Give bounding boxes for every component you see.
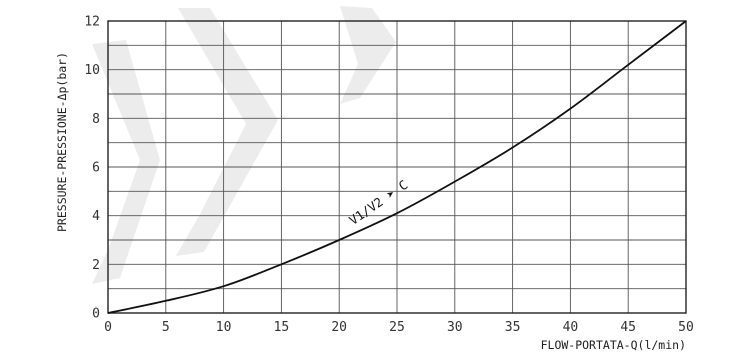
y-tick-label: 8 (92, 112, 100, 127)
series-label: V1/V2 ➤ C (346, 177, 410, 228)
x-tick-label: 50 (678, 320, 694, 335)
y-axis-label: PRESSURE-PRESSIONE-Δp(bar) (55, 52, 69, 232)
x-tick-label: 15 (274, 320, 290, 335)
y-tick-label: 10 (84, 63, 100, 78)
x-tick-label: 10 (216, 320, 232, 335)
x-tick-label: 40 (563, 320, 579, 335)
y-tick-label: 0 (92, 307, 100, 322)
x-tick-label: 35 (505, 320, 521, 335)
x-tick-label: 0 (104, 320, 112, 335)
x-tick-label: 30 (447, 320, 463, 335)
grid-lines (107, 20, 687, 314)
x-tick-label: 5 (162, 320, 170, 335)
y-tick-label: 2 (92, 258, 100, 273)
x-axis-label: FLOW-PORTATA-Q(l/min) (541, 338, 686, 352)
y-tick-label: 6 (92, 161, 100, 176)
x-tick-label: 20 (331, 320, 347, 335)
watermark-arrow (92, 6, 396, 284)
series-line-v1-v2-c (107, 20, 687, 314)
y-tick-labels: 0 2 4 6 8 10 12 (84, 15, 100, 322)
x-tick-label: 25 (389, 320, 405, 335)
plot-frame (107, 20, 687, 314)
y-tick-label: 4 (92, 209, 100, 224)
x-tick-label: 45 (620, 320, 636, 335)
x-tick-labels: 0 5 10 15 20 25 30 35 40 45 50 (104, 320, 694, 335)
y-tick-label: 12 (84, 15, 100, 30)
